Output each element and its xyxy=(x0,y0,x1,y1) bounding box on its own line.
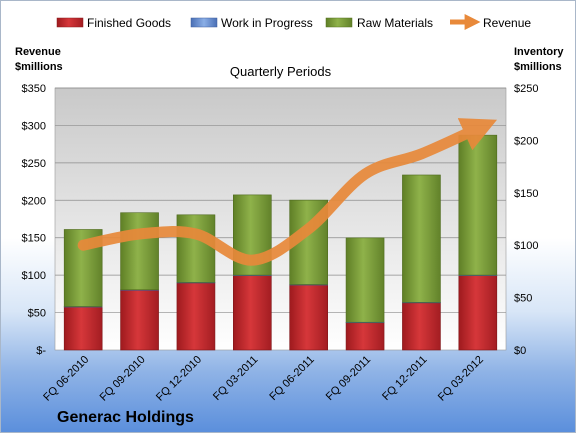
right-tick-label: $50 xyxy=(514,293,532,305)
right-tick-label: $100 xyxy=(514,240,538,252)
legend-swatch-work-in-progress xyxy=(191,18,217,27)
right-tick-label: $150 xyxy=(514,188,538,200)
right-tick-label: $0 xyxy=(514,345,526,357)
legend: Finished Goods Work in Progress Raw Mate… xyxy=(57,16,531,30)
bar-finished-goods xyxy=(346,323,384,350)
bar-raw-materials xyxy=(177,215,215,283)
left-tick-label: $300 xyxy=(22,120,46,132)
bar-raw-materials xyxy=(346,238,384,322)
bar-finished-goods xyxy=(64,307,102,350)
x-tick-label: FQ 06-2011 xyxy=(267,354,316,403)
bar-finished-goods xyxy=(402,303,440,350)
left-tick-label: $200 xyxy=(22,195,46,207)
right-axis-label-line1: Inventory xyxy=(514,46,564,58)
legend-label-revenue: Revenue xyxy=(483,16,531,30)
left-tick-label: $250 xyxy=(22,158,46,170)
left-tick-label: $150 xyxy=(22,233,46,245)
right-tick-label: $200 xyxy=(514,135,538,147)
left-tick-label: $100 xyxy=(22,270,46,282)
right-axis-label-line2: $millions xyxy=(514,61,562,73)
x-tick-label: FQ 03-2012 xyxy=(436,354,486,404)
legend-item-work-in-progress: Work in Progress xyxy=(191,16,313,30)
x-tick-label: FQ 12-2011 xyxy=(380,354,429,403)
legend-item-raw-materials: Raw Materials xyxy=(326,16,433,30)
bar-raw-materials xyxy=(121,213,159,290)
legend-item-revenue: Revenue xyxy=(450,16,531,30)
x-tick-label: FQ 09-2010 xyxy=(98,354,148,404)
legend-swatch-finished-goods xyxy=(57,18,83,27)
legend-label-raw-materials: Raw Materials xyxy=(357,16,433,30)
legend-item-finished-goods: Finished Goods xyxy=(57,16,171,30)
x-tick-label: FQ 09-2011 xyxy=(324,354,373,403)
bar-raw-materials xyxy=(459,135,497,275)
bar-finished-goods xyxy=(290,285,328,350)
x-tick-label: FQ 03-2011 xyxy=(211,354,260,403)
legend-label-finished-goods: Finished Goods xyxy=(87,16,171,30)
bar-finished-goods xyxy=(459,276,497,350)
left-tick-label: $50 xyxy=(28,308,46,320)
bar-finished-goods xyxy=(233,276,271,350)
left-tick-label: $- xyxy=(36,345,46,357)
bar-finished-goods xyxy=(121,290,159,350)
legend-label-work-in-progress: Work in Progress xyxy=(221,16,313,30)
bar-raw-materials xyxy=(402,175,440,302)
company-name: Generac Holdings xyxy=(57,409,194,426)
left-axis-ticks: $- $50 $100 $150 $200 $250 $300 $350 xyxy=(22,83,47,357)
left-tick-label: $350 xyxy=(22,83,46,95)
right-tick-label: $250 xyxy=(514,83,538,95)
bar-finished-goods xyxy=(177,283,215,350)
legend-swatch-raw-materials xyxy=(326,18,352,27)
x-tick-label: FQ 06-2010 xyxy=(41,354,91,404)
chart-title: Quarterly Periods xyxy=(230,64,332,79)
left-axis-label-line2: $millions xyxy=(15,61,63,73)
x-tick-label: FQ 12-2010 xyxy=(154,354,204,404)
right-axis-ticks: $0 $50 $100 $150 $200 $250 xyxy=(514,83,538,357)
left-axis-label-line1: Revenue xyxy=(15,46,61,58)
